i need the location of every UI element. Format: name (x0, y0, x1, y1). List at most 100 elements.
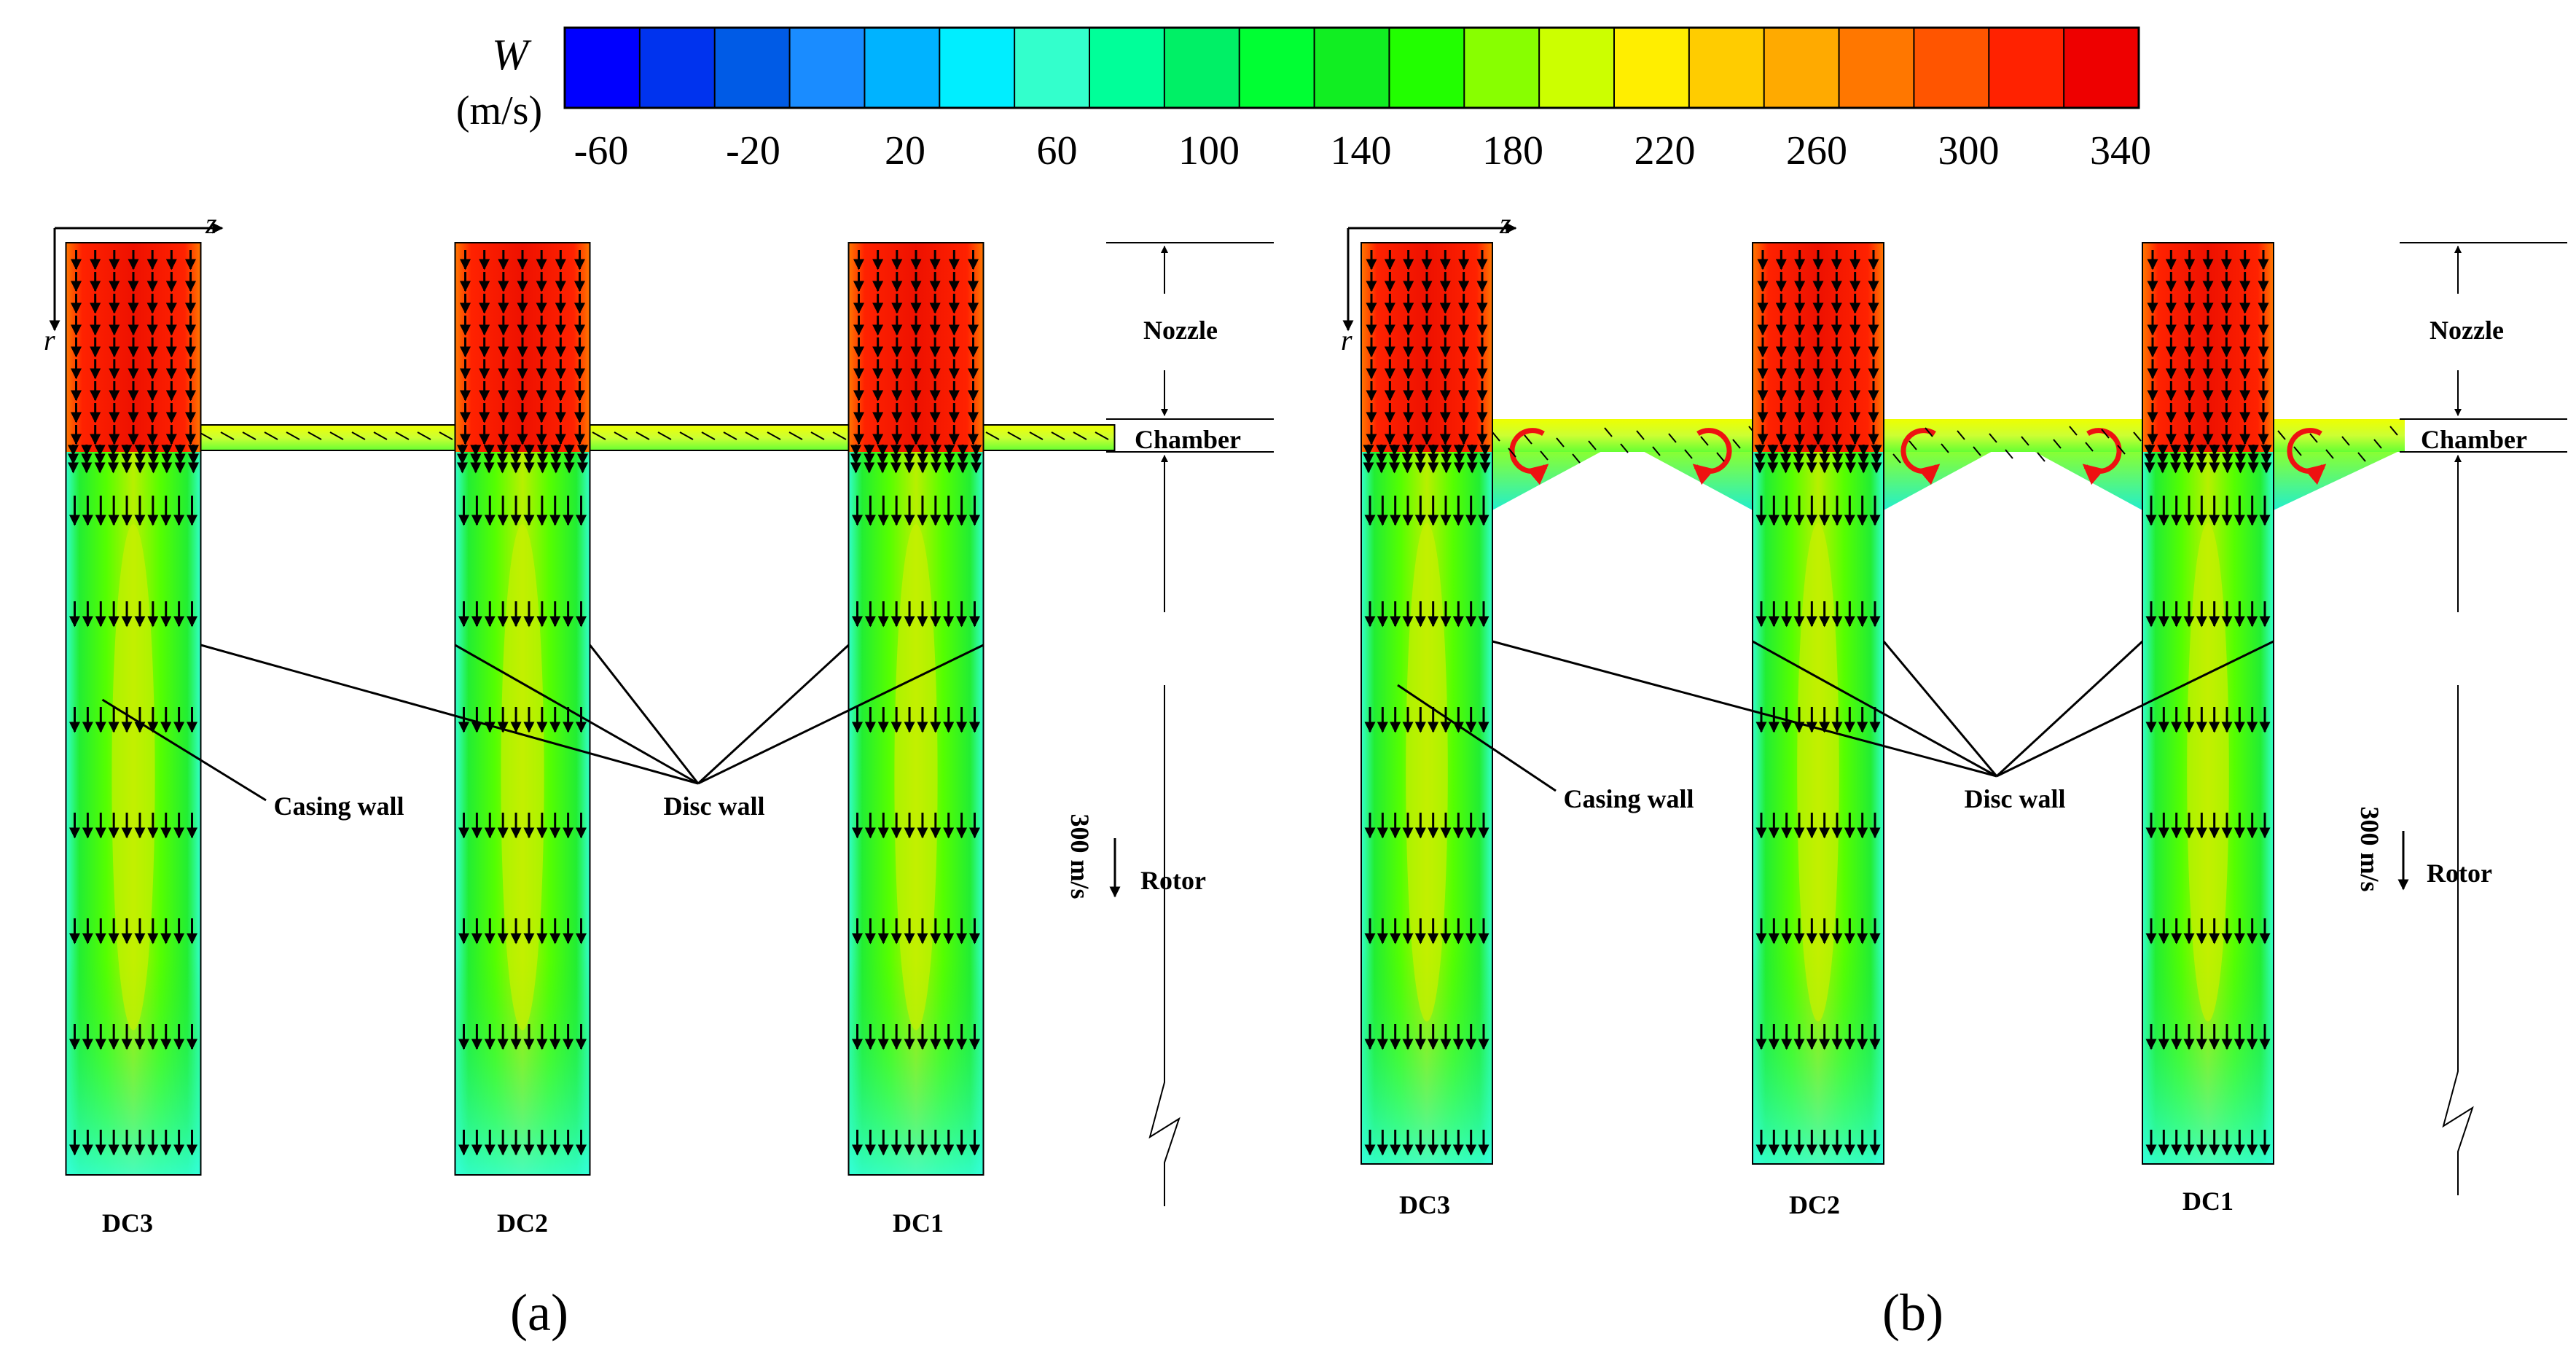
velocity-vector (1073, 431, 1087, 440)
legend-unit: (m/s) (456, 88, 542, 133)
velocity-vector (1588, 440, 1597, 450)
velocity-vector (1973, 446, 1981, 456)
velocity-vector (439, 431, 453, 440)
disc-label-dc2: DC2 (1789, 1190, 1840, 1219)
velocity-vector (2069, 426, 2078, 436)
legend-swatch (1388, 27, 1465, 109)
velocity-vector (1095, 431, 1109, 440)
chamber-label: Chamber (1135, 425, 1241, 454)
leader-disc-wall (1995, 640, 2144, 778)
legend-tick: 140 (1331, 128, 1392, 173)
column-outline (847, 242, 984, 1176)
velocity-vector (351, 431, 366, 440)
axis-r-label: r (1341, 324, 1352, 356)
velocity-vector (1925, 427, 1933, 437)
velocity-vector (657, 431, 672, 440)
column-outline (1752, 242, 1884, 1165)
velocity-vector (810, 431, 825, 440)
velocity-vector (264, 431, 278, 440)
legend-swatch (1688, 27, 1766, 109)
legend-tick: 300 (1938, 128, 2000, 173)
velocity-vector (767, 431, 781, 440)
velocity-vector (2117, 445, 2126, 455)
legend-swatch (1538, 27, 1616, 109)
velocity-vector (788, 431, 803, 440)
velocity-vector (1604, 427, 1613, 437)
velocity-vector (1941, 443, 1949, 453)
velocity-vector (1007, 431, 1022, 440)
velocity-vector (2133, 431, 2142, 442)
leader-disc-wall (1882, 641, 1998, 777)
funnel (1492, 452, 1601, 510)
nozzle-label: Nozzle (2430, 316, 2504, 345)
velocity-vector (1556, 437, 1565, 448)
break-line (2442, 685, 2474, 1195)
velocity-vector (220, 431, 235, 440)
leader-disc-wall (1752, 640, 1997, 778)
velocity-vector (723, 431, 737, 440)
leader-disc-wall (200, 644, 699, 785)
velocity-vector (832, 431, 847, 440)
rotor-core (1797, 523, 1839, 1022)
disc-channel-3 (65, 242, 202, 1176)
velocity-vector (1029, 431, 1044, 440)
velocity-vector (2005, 449, 2013, 459)
axis-z-label: z (205, 207, 217, 240)
leader-disc-wall (454, 644, 699, 785)
velocity-vector (1700, 436, 1709, 446)
velocity-vector (2325, 449, 2334, 459)
column-outline (454, 242, 591, 1176)
velocity-vector (701, 431, 716, 440)
panel-b (1342, 222, 2567, 1195)
legend-swatch (638, 27, 716, 109)
disc-channel-1 (2142, 242, 2274, 1165)
legend-swatch (1988, 27, 2065, 109)
velocity-vector (1508, 448, 1516, 458)
velocity-vector (1636, 430, 1645, 440)
legend-symbol: W (492, 31, 532, 79)
velocity-vector (2309, 433, 2318, 443)
legend-swatch (1838, 27, 1915, 109)
vector-scale-label: 300 m/s (2355, 807, 2384, 892)
legend-tick: 20 (885, 128, 925, 173)
legend-swatch (1238, 27, 1316, 109)
legend-swatch (864, 27, 941, 109)
velocity-vector (2357, 452, 2366, 462)
rotor-core (501, 524, 544, 1031)
rotor-core (2187, 523, 2229, 1022)
legend-tick: 180 (1482, 128, 1543, 173)
velocity-vector (417, 431, 431, 440)
vortex-arrow (2287, 428, 2327, 485)
funnel (2035, 452, 2142, 510)
velocity-vector (1732, 439, 1741, 449)
velocity-vector (286, 431, 300, 440)
disc-label-dc2: DC2 (497, 1208, 548, 1238)
column-outline (2142, 242, 2274, 1165)
legend-tick: 100 (1178, 128, 1240, 173)
velocity-vector (329, 431, 344, 440)
nozzle-label: Nozzle (1143, 316, 1218, 345)
leader-disc-wall (1996, 640, 2274, 778)
velocity-vector (2053, 439, 2062, 449)
velocity-vector (1524, 434, 1532, 445)
vector-scale-label: 300 m/s (1065, 814, 1095, 899)
velocity-vector (2293, 446, 2302, 456)
column-outline (1361, 242, 1493, 1165)
legend-swatch (713, 27, 791, 109)
velocity-vector (2373, 439, 2382, 449)
legend-tick: 220 (1635, 128, 1696, 173)
rotor-label: Rotor (2427, 859, 2492, 888)
velocity-vector (2037, 452, 2045, 462)
break-line (1148, 685, 1181, 1206)
leader-disc-wall (1492, 640, 1997, 778)
legend-swatch (1313, 27, 1390, 109)
disc-wall-label: Disc wall (664, 792, 765, 821)
velocity-vector (1989, 433, 1997, 443)
column-outline (65, 242, 202, 1176)
velocity-vector (1684, 449, 1693, 459)
legend-colorbar (563, 26, 2140, 109)
velocity-vector (2085, 442, 2094, 452)
velocity-vector (635, 431, 650, 440)
legend-swatch (939, 27, 1016, 109)
